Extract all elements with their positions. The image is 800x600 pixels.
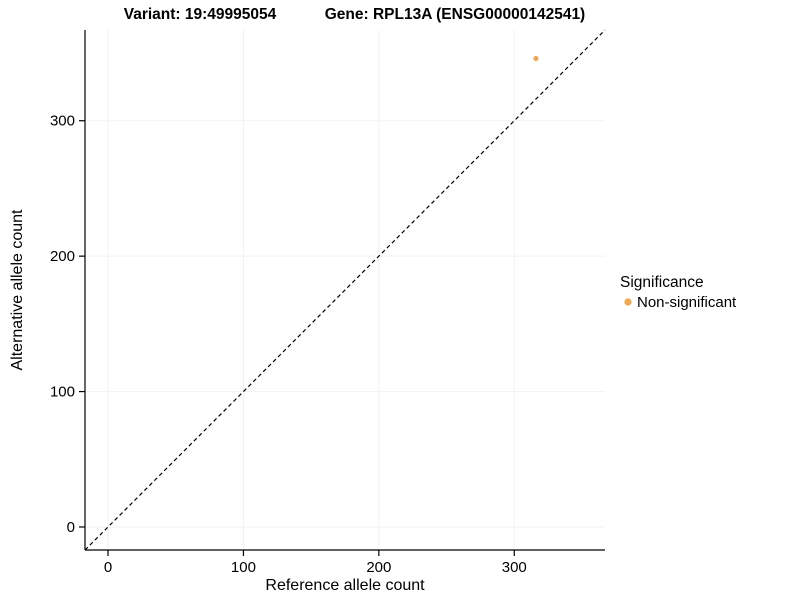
y-tick-label: 100 [50,384,75,401]
y-tick-label: 0 [67,519,75,536]
x-tick-label: 300 [502,559,527,576]
plot-title-variant: Variant: 19:49995054 [124,6,277,23]
y-axis-label: Alternative allele count [9,209,26,371]
x-tick-label: 200 [366,559,391,576]
legend-title: Significance [620,274,704,291]
legend: Significance Non-significant [620,274,737,311]
x-axis-label: Reference allele count [265,577,425,594]
data-point [533,55,539,62]
y-tick-label: 200 [50,248,75,265]
plot-panel: 0 100 200 300 0 100 200 300 [50,29,606,576]
x-tick-label: 100 [231,559,256,576]
identity-line [84,29,606,551]
x-tick-label: 0 [104,559,112,576]
legend-entry-non-significant: Non-significant [637,294,737,311]
legend-swatch-non-significant [624,298,632,306]
y-tick-label: 300 [50,113,75,130]
plot-title-gene: Gene: RPL13A (ENSG00000142541) [325,6,585,23]
